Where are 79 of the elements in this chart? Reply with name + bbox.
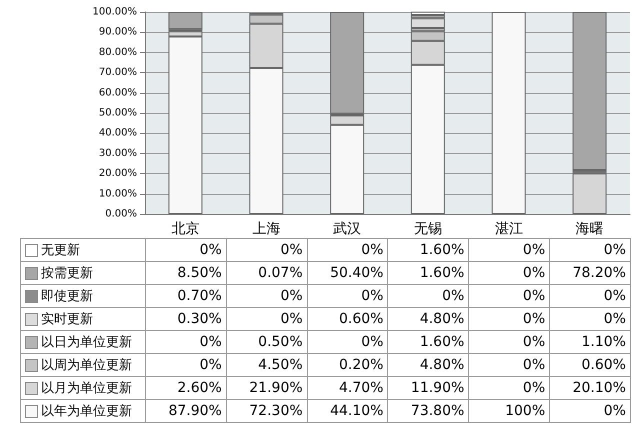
data-label: 0% <box>146 354 226 376</box>
data-label: 0% <box>468 262 550 284</box>
data-label: 73.80% <box>388 400 469 422</box>
data-label: 1.60% <box>388 262 469 284</box>
data-label: 11.90% <box>388 376 469 400</box>
x-tick-label: 湛江 <box>494 221 523 237</box>
legend-label: 以月为单位更新 <box>41 381 132 396</box>
bar <box>410 12 445 16</box>
data-label: 0.60% <box>307 308 388 330</box>
bar <box>572 173 607 214</box>
bar <box>168 12 202 30</box>
legend-label: 实时更新 <box>41 312 93 327</box>
bar <box>492 12 526 214</box>
bar <box>410 18 445 28</box>
data-label: 0% <box>550 308 630 330</box>
data-label: 4.50% <box>226 354 308 376</box>
legend-label: 以年为单位更新 <box>41 404 132 419</box>
data-label: 0% <box>468 330 550 354</box>
x-tick-label: 武汉 <box>333 221 362 237</box>
data-label: 4.80% <box>388 308 469 330</box>
y-tick-label: 40.00% <box>98 128 137 139</box>
data-label: 87.90% <box>146 400 226 422</box>
data-label: 8.50% <box>146 262 226 284</box>
data-label: 0% <box>468 376 550 400</box>
data-label: 0% <box>307 284 388 308</box>
legend-label: 即使更新 <box>41 289 93 304</box>
data-label: 0% <box>307 330 388 354</box>
data-label: 78.20% <box>550 262 630 284</box>
data-label: 0.70% <box>146 284 226 308</box>
y-tick-label: 50.00% <box>98 108 137 118</box>
data-label: 1.60% <box>388 238 469 262</box>
data-label: 4.80% <box>388 354 469 376</box>
legend-label: 以日为单位更新 <box>41 335 132 350</box>
legend-label: 无更新 <box>41 243 80 258</box>
y-tick-label: 70.00% <box>98 67 137 78</box>
data-label: 0% <box>146 330 226 354</box>
legend-label: 以周为单位更新 <box>41 358 132 373</box>
data-label: 72.30% <box>226 400 308 422</box>
data-label: 100% <box>468 400 550 422</box>
data-label: 50.40% <box>307 262 388 284</box>
x-tick-label: 海曙 <box>576 221 604 237</box>
data-label: 0% <box>226 284 308 308</box>
data-label: 0% <box>468 238 550 262</box>
x-tick-label: 无锡 <box>414 221 442 237</box>
data-label: 1.60% <box>388 330 469 354</box>
data-label: 0% <box>550 400 630 422</box>
data-label: 2.60% <box>146 376 226 400</box>
data-label: 0% <box>550 284 630 308</box>
legend-label: 按需更新 <box>41 266 93 281</box>
data-label: 0% <box>226 308 308 330</box>
y-tick-label: 30.00% <box>98 148 137 159</box>
data-label: 0.60% <box>550 354 630 376</box>
data-label: 0.20% <box>307 354 388 376</box>
data-label: 4.70% <box>307 376 388 400</box>
data-label: 0% <box>146 238 226 262</box>
data-label: 0.30% <box>146 308 226 330</box>
y-tick-label: 0.00% <box>105 208 137 220</box>
y-tick-label: 90.00% <box>98 26 137 38</box>
data-label: 0% <box>468 354 550 376</box>
y-tick-label: 100.00% <box>92 6 137 18</box>
x-tick-label: 上海 <box>252 221 280 237</box>
data-label: 1.10% <box>550 330 630 354</box>
data-label: 0.07% <box>226 262 308 284</box>
data-label: 0% <box>468 284 550 308</box>
bar <box>572 12 607 170</box>
data-label: 0% <box>226 238 308 262</box>
y-tick-label: 80.00% <box>98 46 137 58</box>
y-tick-label: 60.00% <box>98 87 137 98</box>
y-tick-label: 20.00% <box>98 168 137 180</box>
data-label: 21.90% <box>226 376 308 400</box>
data-label: 0% <box>468 308 550 330</box>
data-label: 0.50% <box>226 330 308 354</box>
data-label: 0% <box>307 238 388 262</box>
x-tick-label: 北京 <box>171 221 200 237</box>
data-label: 0% <box>388 284 469 308</box>
data-label: 0% <box>550 238 630 262</box>
data-label: 20.10% <box>550 376 630 400</box>
y-tick-label: 10.00% <box>98 188 137 200</box>
data-label: 44.10% <box>307 400 388 422</box>
